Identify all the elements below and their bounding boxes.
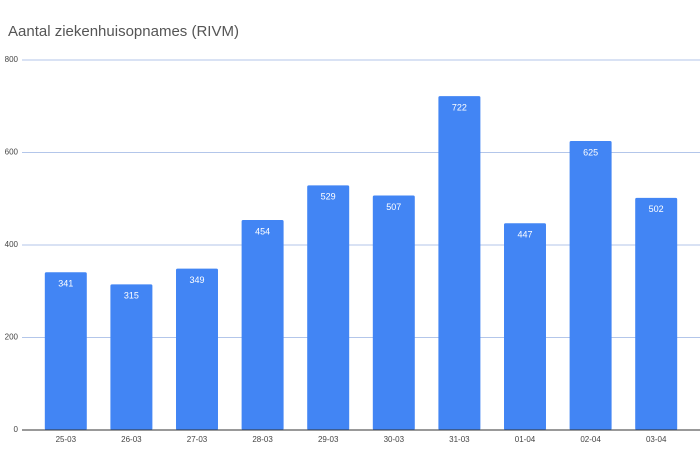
x-tick-label: 26-03	[121, 435, 142, 444]
value-label: 349	[189, 275, 204, 285]
value-label: 502	[649, 204, 664, 214]
y-tick-label: 0	[14, 425, 19, 434]
y-tick-label: 800	[5, 55, 19, 64]
bar	[504, 223, 546, 430]
x-tick-label: 01-04	[515, 435, 536, 444]
x-tick-label: 03-04	[646, 435, 667, 444]
value-label: 529	[321, 192, 336, 202]
x-tick-label: 02-04	[580, 435, 601, 444]
value-label: 625	[583, 147, 598, 157]
value-label: 315	[124, 291, 139, 301]
x-tick-label: 30-03	[384, 435, 405, 444]
x-tick-label: 29-03	[318, 435, 339, 444]
bar	[569, 140, 612, 430]
chart-title: Aantal ziekenhuisopnames (RIVM)	[8, 23, 239, 40]
value-label: 447	[517, 230, 532, 240]
bar	[44, 272, 87, 430]
bar	[372, 195, 415, 430]
bar	[241, 220, 284, 430]
y-tick-label: 600	[5, 148, 19, 157]
x-tick-label: 25-03	[56, 435, 77, 444]
bar	[635, 197, 678, 430]
value-label: 454	[255, 226, 270, 236]
x-tick-label: 31-03	[449, 435, 470, 444]
bar	[307, 185, 350, 430]
value-label: 722	[452, 102, 467, 112]
y-tick-label: 400	[5, 240, 19, 249]
bar	[176, 268, 218, 430]
bar	[438, 96, 481, 430]
y-tick-label: 200	[5, 333, 19, 342]
x-tick-label: 27-03	[187, 435, 208, 444]
x-tick-label: 28-03	[252, 435, 273, 444]
value-label: 341	[58, 279, 73, 289]
value-label: 507	[386, 202, 401, 212]
bar	[110, 284, 153, 430]
